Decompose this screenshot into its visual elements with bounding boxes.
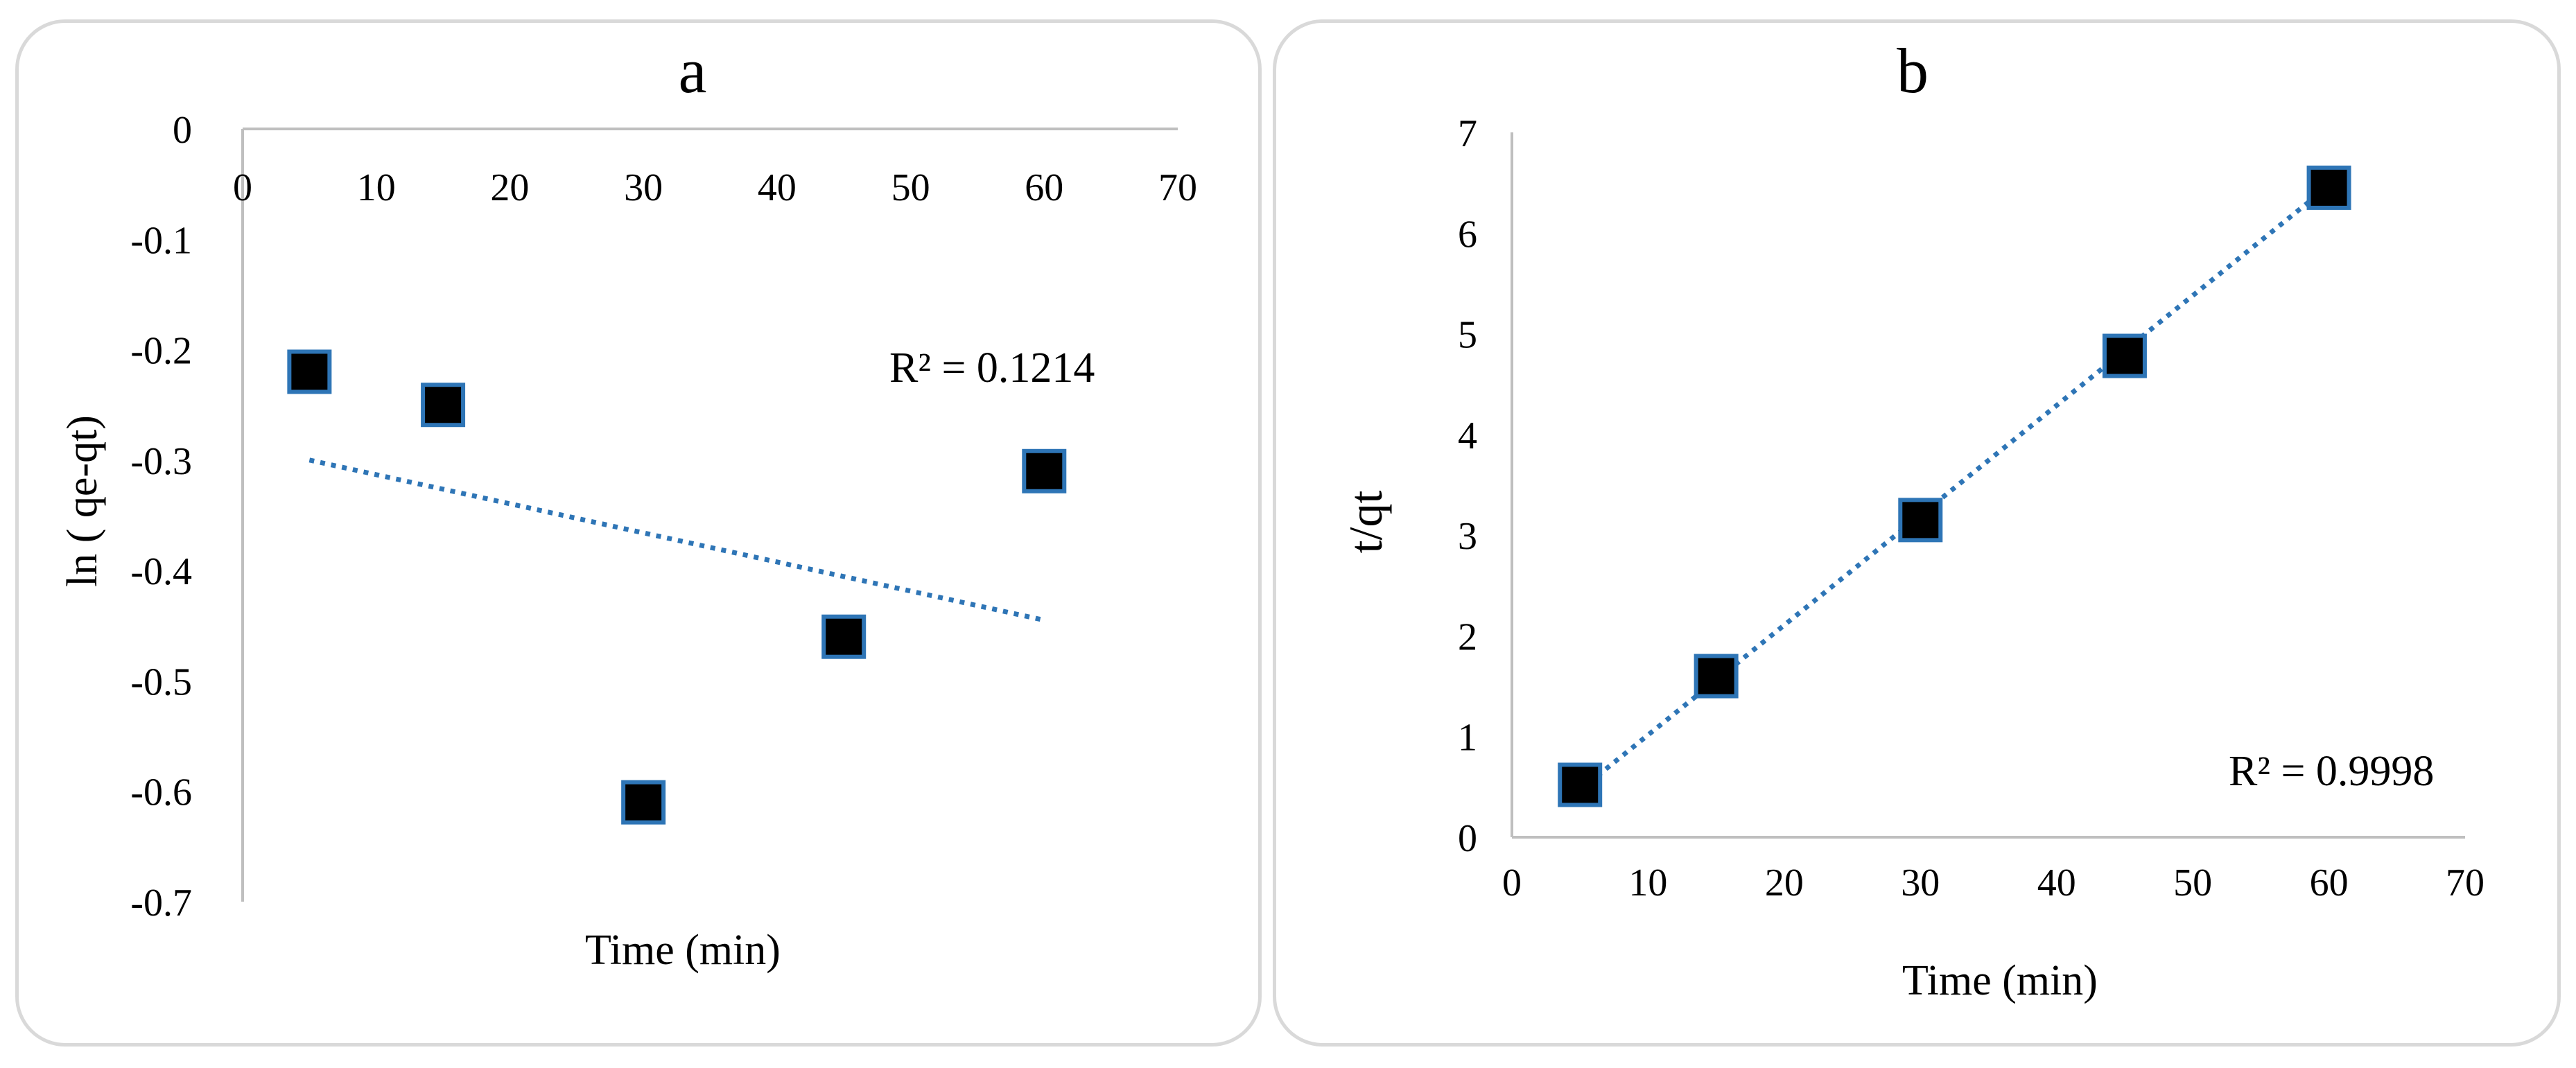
x-tick-label: 50: [891, 166, 930, 209]
y-tick-label: -0.5: [130, 660, 192, 703]
x-tick-label: 0: [233, 166, 252, 209]
x-axis-label: Time (min): [1902, 957, 2098, 1004]
y-tick-label: 0: [1458, 817, 1477, 860]
y-tick-label: 0: [173, 109, 192, 152]
y-tick-label: 4: [1458, 414, 1477, 457]
data-point: [2102, 333, 2147, 378]
r-squared-label: R² = 0.9998: [2229, 748, 2434, 795]
data-point: [1558, 762, 1603, 807]
data-point: [1898, 498, 1943, 543]
x-tick-label: 20: [490, 166, 529, 209]
x-tick-label: 70: [2446, 861, 2484, 904]
y-tick-label: -0.2: [130, 330, 192, 373]
y-tick-label: 6: [1458, 213, 1477, 256]
x-tick-label: 60: [2310, 861, 2349, 904]
data-point: [821, 614, 867, 659]
y-axis-label: t/qt: [1339, 491, 1392, 554]
x-tick-label: 40: [758, 166, 797, 209]
x-tick-label: 20: [1765, 861, 1804, 904]
x-tick-label: 40: [2037, 861, 2076, 904]
x-tick-label: 60: [1025, 166, 1063, 209]
x-tick-label: 70: [1158, 166, 1197, 209]
data-point: [2306, 165, 2351, 210]
data-point: [421, 383, 466, 428]
data-point: [621, 780, 666, 825]
y-tick-label: -0.7: [130, 882, 192, 925]
chart-title: b: [1897, 35, 1929, 106]
x-tick-label: 10: [1628, 861, 1667, 904]
y-tick-label: -0.6: [130, 771, 192, 814]
trendline: [308, 457, 1045, 623]
y-tick-label: -0.3: [130, 440, 192, 483]
y-tick-label: 5: [1458, 314, 1477, 357]
y-tick-label: -0.4: [130, 550, 192, 593]
chart-panel-a: a 0 10 20 30 40 50 60 70 0 -0.1 -0.2 -0.3 -0.4 -0.5 -0…: [15, 19, 1262, 1047]
chart-panel-b: b 0 10 20 30 40 50 60 70 0 1 2 3 4 5 6 7 R² = 0.9998 Ti…: [1273, 19, 2561, 1047]
y-tick-label: 3: [1458, 515, 1477, 558]
chart-a: a 0 10 20 30 40 50 60 70 0 -0.1 -0.2 -0.3 -0.4 -0.5 -0…: [59, 35, 1197, 974]
chart-title: a: [679, 35, 707, 106]
y-axis-label: ln ( qe-qt): [59, 415, 106, 587]
r-squared-label: R² = 0.1214: [889, 344, 1095, 392]
x-tick-label: 50: [2173, 861, 2212, 904]
y-tick-label: 7: [1458, 112, 1477, 155]
x-tick-label: 0: [1502, 861, 1522, 904]
y-tick-label: 2: [1458, 615, 1477, 658]
x-tick-label: 30: [624, 166, 663, 209]
chart-b: b 0 10 20 30 40 50 60 70 0 1 2 3 4 5 6 7 R² = 0.9998 Ti…: [1339, 35, 2484, 1004]
y-tick-label: 1: [1458, 717, 1477, 760]
y-tick-label: -0.1: [130, 219, 192, 262]
x-tick-label: 30: [1901, 861, 1940, 904]
trendline: [1578, 184, 2331, 792]
data-point: [1022, 448, 1067, 493]
data-point: [1694, 654, 1739, 699]
data-point: [287, 349, 332, 394]
x-axis-label: Time (min): [585, 927, 781, 974]
x-tick-label: 10: [357, 166, 396, 209]
